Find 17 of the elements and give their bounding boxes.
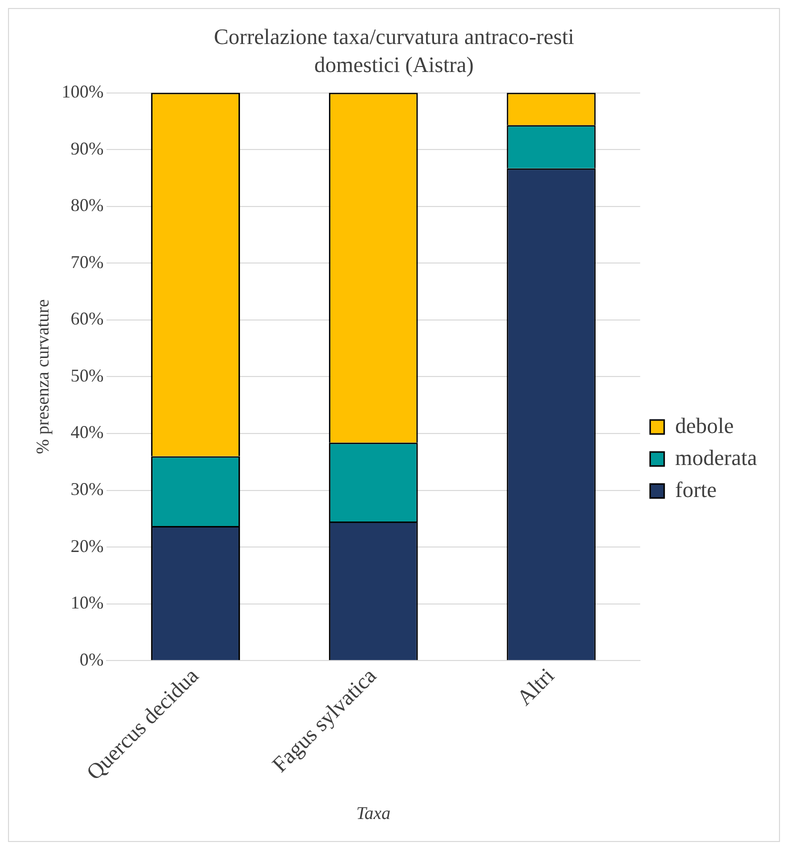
y-tick-label: 90%: [70, 138, 104, 158]
y-tick-label: 60%: [70, 308, 104, 329]
y-tick-label: 50%: [70, 365, 104, 386]
y-tick-label: 40%: [70, 422, 104, 442]
legend-label: debole: [675, 412, 734, 438]
y-tick-label: 20%: [70, 536, 104, 556]
legend-label: moderata: [675, 444, 758, 470]
chart-title: Correlazione taxa/curvatura antraco-resti domestici (Aistra): [212, 23, 576, 79]
x-axis-title: Taxa: [356, 802, 391, 823]
y-tick-label: 100%: [62, 82, 104, 102]
y-tick-label: 70%: [70, 252, 104, 272]
y-axis-title: % presenza curvature: [32, 299, 53, 454]
y-tick-label: 30%: [70, 479, 104, 500]
y-tick-label: 0%: [80, 649, 104, 670]
y-tick-label: 80%: [70, 195, 104, 216]
y-tick-label: 10%: [70, 592, 104, 613]
legend-label: forte: [675, 476, 717, 502]
